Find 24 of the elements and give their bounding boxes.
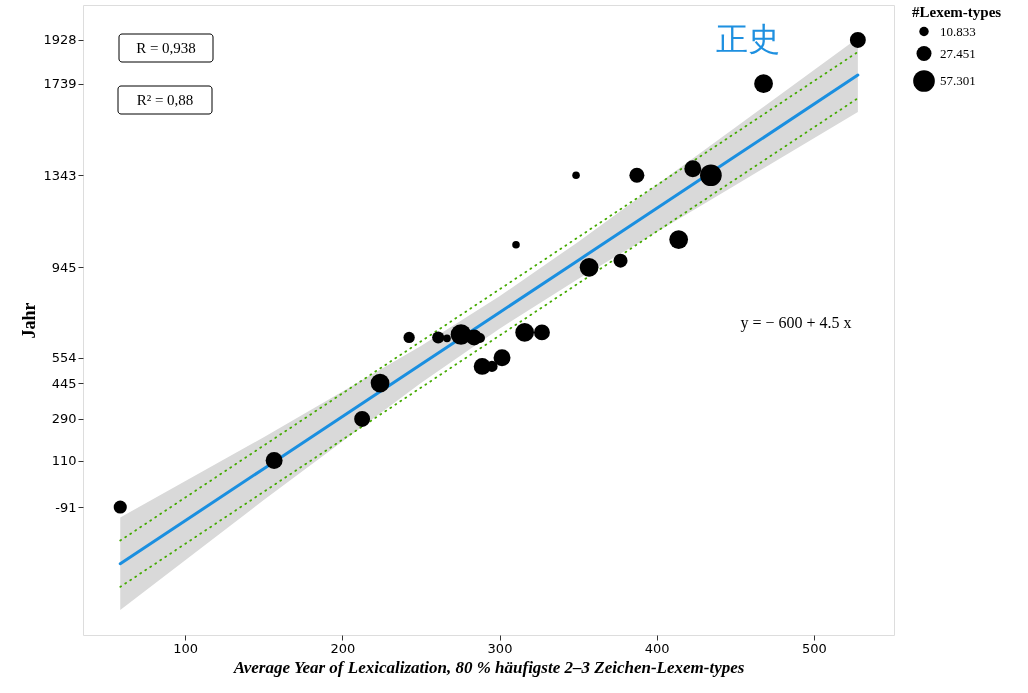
- y-tick-label: 945: [51, 259, 77, 275]
- legend-label: 57.301: [940, 73, 976, 88]
- y-axis-title: Jahr: [19, 302, 40, 339]
- y-tick-label: 290: [51, 411, 77, 427]
- x-tick-label: 500: [801, 640, 827, 656]
- x-tick-label: 300: [487, 640, 513, 656]
- legend-label: 10.833: [940, 23, 976, 39]
- x-tick-label: 100: [173, 640, 199, 656]
- x-tick-label: 200: [330, 640, 356, 656]
- x-axis-title: Average Year of Lexicalization, 80 % häufigste 2–3 Zeichen-Lexem-types: [232, 657, 745, 677]
- annotation: R = 0,938: [136, 40, 196, 56]
- annotation: R² = 0,88: [136, 92, 194, 108]
- y-tick-label: 445: [51, 375, 77, 391]
- y-tick-label: -91: [55, 499, 77, 515]
- legend-title: #Lexem-types: [912, 4, 1002, 20]
- x-tick-label: 400: [644, 640, 670, 656]
- annotation: 正史: [716, 20, 780, 58]
- legend-label: 27.451: [940, 45, 976, 61]
- y-tick-label: 1343: [43, 167, 77, 183]
- y-tick-label: 110: [51, 453, 77, 469]
- y-tick-label: 1928: [43, 32, 77, 48]
- y-tick-label: 554: [51, 350, 77, 366]
- annotation: y = − 600 + 4.5 x: [740, 314, 852, 332]
- y-tick-label: 1739: [43, 76, 77, 92]
